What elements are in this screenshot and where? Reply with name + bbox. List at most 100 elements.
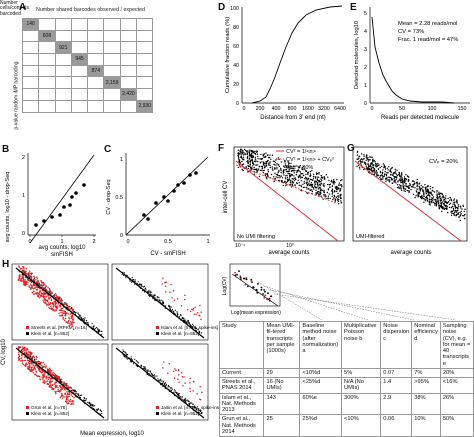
table-cell: 25%d [299, 414, 343, 437]
panel-f-legend-2: CV² = 1/<n> + CVₚ² [286, 157, 334, 163]
grid-cell [136, 29, 154, 43]
panel-e-chart: Detected molecules, log10 0 50 100 150 0 1 2 3 4… [354, 7, 470, 121]
grid-cell [103, 53, 121, 66]
panel-d-ytick: 40 [233, 63, 239, 69]
panel-b-point [58, 213, 62, 217]
panel-e-stat: Mean = 2.28 reads/mol [398, 21, 457, 27]
panel-label-b: B [2, 144, 10, 155]
panel-b-xtick: 2 [92, 239, 95, 245]
table-cell: 5% [341, 367, 382, 379]
table-row: Grun et al., Nat. Methods 2014 25 25%d <10%… [218, 414, 474, 437]
grid-cell [119, 64, 138, 78]
panel-d-xlabel: Distance from 3' end (nt) [260, 115, 326, 121]
grid-cell [54, 29, 72, 43]
panel-c-point [176, 183, 180, 187]
grid-cell [70, 88, 89, 101]
panel-d-ytick: 60 [233, 44, 239, 50]
grid-cell [103, 88, 121, 101]
panel-b-point [74, 191, 78, 195]
inset-xlabel: Log(mean expression) [231, 310, 281, 316]
grid-cell: 921 [54, 41, 72, 55]
panel-d-ylabel: Cumulative fraction reads (%) [225, 17, 231, 93]
table-cell: 26% [439, 392, 474, 416]
grid-cell [38, 88, 56, 101]
panel-e-ylabel: Detected molecules, log10 [354, 21, 360, 89]
panel-d-xtick: 1600 [302, 106, 314, 112]
table-cell: 29 [263, 367, 301, 379]
grid-cell [54, 76, 72, 90]
grid-cell [70, 99, 89, 113]
panel-f-ylabel: inter-cell CV [223, 181, 229, 214]
panel-h-legend: Klein et al. [n=852] [161, 331, 199, 336]
table-cell: 0.07 [380, 367, 413, 379]
panel-e-ytick: 1 [364, 83, 367, 89]
panel-b-point [68, 203, 72, 207]
panel-d-chart: Cumulative fraction reads (%) 0 200 400 800… [225, 5, 346, 121]
grid-cell [119, 41, 138, 55]
table-cell: Current [218, 367, 265, 379]
grid-cell [38, 76, 56, 90]
table-cell: 20% [439, 367, 474, 379]
panel-g-chart: CVₚ = 20% UMI-filtered average counts [352, 146, 468, 256]
panel-h-legend: Jaitin et al. [n=764, spike-ins] [161, 405, 220, 410]
table-row: Streets et al., PNAS 2014 16 (No UMIs) <25… [218, 377, 474, 394]
panel-label-a: A [19, 2, 27, 13]
panel-c-ytick: 1 [120, 157, 123, 163]
panel-c-point [162, 195, 166, 199]
panel-b-chart: avg counts, log10 - drop-Seq 0 1 2 0 1 2 avg … [5, 153, 96, 258]
table-cell: 38% [411, 392, 441, 416]
panel-b-xlabel-1: avg counts, log10 [38, 245, 86, 251]
panel-f-legend-3: CVₚ = 30% [286, 165, 313, 171]
panel-label-f: F [218, 143, 225, 154]
table-header: Sampling noise (CV), e.g. for mean = 40 … [439, 321, 474, 369]
panel-e-ytick: 2 [364, 65, 367, 71]
grid-cell [136, 76, 154, 90]
table-cell: 0.06 [380, 414, 413, 437]
panel-e-ytick: 3 [364, 47, 367, 53]
grid-cell: 140 [21, 18, 40, 31]
grid-cell [70, 41, 89, 55]
inset-ylabel: Log(CV) [222, 276, 228, 295]
grid-cell [54, 64, 72, 78]
panel-c-point [142, 213, 146, 217]
grid-cell [103, 29, 121, 43]
panel-c-xtick: 0.5 [164, 239, 172, 245]
table-header: Nominal efficiency d [411, 321, 441, 369]
grid-cell [87, 41, 105, 55]
table-cell: <25%d [299, 377, 343, 394]
panel-d-ytick: 100 [230, 6, 239, 12]
panel-e-xtick: 100 [428, 106, 437, 112]
grid-cell [70, 29, 89, 43]
grid-cell [21, 41, 40, 55]
panel-h-ylabel: CV, log10 [1, 338, 7, 364]
panel-b-point [50, 215, 54, 219]
panel-c-point [166, 199, 170, 203]
grid-cell [136, 64, 154, 78]
panel-h-legend: Islam et al. [n=48, spike-ins] [161, 325, 218, 330]
panel-b-point [82, 183, 86, 187]
panel-b-point [42, 219, 46, 223]
grid-cell [70, 76, 89, 90]
panel-d-xtick: 0 [243, 106, 246, 112]
panel-d-xtick: 3200 [318, 106, 330, 112]
grid-cell [136, 41, 154, 55]
grid-cell: 2,930 [136, 99, 154, 113]
panel-d-xtick: 400 [272, 106, 281, 112]
grid-cell [103, 64, 121, 78]
panel-e-xtick: 50 [399, 106, 405, 112]
panel-d-ytick: 0 [236, 101, 239, 107]
grid-cell [87, 53, 105, 66]
panel-c-ytick: 0.5 [115, 195, 123, 201]
panel-e-ytick: 4 [364, 29, 367, 35]
panel-b-ytick: 1 [22, 193, 25, 199]
table-row: Islam et al., Nat. Methods 2013 143 60%e 30… [218, 392, 474, 416]
grid-cell [87, 29, 105, 43]
panel-c-point [188, 173, 192, 177]
panel-g-note: UMI-filtered [356, 234, 384, 240]
panel-f-xtick-1: 10⁻¹ [235, 243, 245, 249]
grid-cell [136, 18, 154, 31]
grid-cell [38, 99, 56, 113]
panel-e-xtick: 150 [458, 106, 467, 112]
panel-d-xtick: 800 [288, 106, 297, 112]
panel-h-legend: Klein et al. [n=852] [31, 331, 69, 336]
